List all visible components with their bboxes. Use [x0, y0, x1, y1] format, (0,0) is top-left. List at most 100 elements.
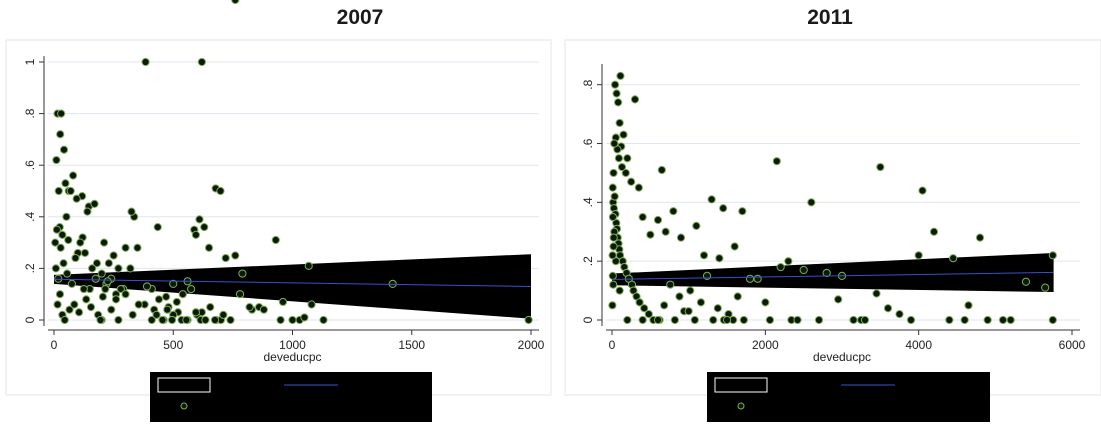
y-tick-label-2007: 0	[23, 316, 37, 323]
data-point-2011	[960, 315, 969, 325]
data-point-2011	[675, 292, 684, 301]
data-point-2007	[288, 315, 297, 325]
data-point-2007	[121, 243, 130, 252]
data-point-2007	[219, 310, 228, 319]
data-point-2007	[52, 155, 61, 165]
data-point-2007	[91, 274, 100, 283]
data-point-2007	[226, 315, 235, 325]
data-point-2011	[686, 286, 695, 295]
data-point-2011	[609, 242, 618, 251]
data-point-2007	[152, 310, 161, 319]
data-point-2007	[300, 313, 309, 322]
data-point-2011	[709, 315, 718, 325]
data-point-2007	[182, 315, 191, 325]
data-point-2007	[141, 57, 150, 67]
data-point-2011	[610, 192, 619, 201]
data-point-2011	[929, 227, 939, 236]
data-point-2011	[964, 301, 973, 310]
data-point-2007	[195, 215, 204, 224]
x-axis-label-2007: deveducpc	[263, 350, 321, 364]
data-point-2011	[776, 262, 785, 272]
data-point-2007	[71, 253, 80, 263]
data-point-2011	[1006, 315, 1015, 325]
x-tick-label-2007: 500	[163, 338, 183, 352]
data-point-2011	[619, 130, 628, 139]
data-point-2007	[61, 179, 70, 188]
data-point-2011	[918, 186, 927, 195]
data-point-2007	[83, 207, 92, 216]
data-point-2007	[97, 269, 106, 278]
data-point-2011	[627, 177, 636, 186]
data-point-2011	[644, 310, 653, 319]
data-point-2011	[753, 274, 762, 283]
data-point-2007	[307, 300, 316, 309]
chart-title-2011: 2011	[807, 6, 853, 29]
data-point-2007	[86, 303, 96, 312]
data-point-2007	[524, 315, 533, 325]
data-point-2011	[1041, 283, 1050, 292]
data-point-2011	[630, 95, 640, 104]
data-point-2007	[245, 303, 254, 312]
data-point-2011	[646, 230, 655, 239]
chart-frame-2007	[5, 39, 552, 396]
data-point-2007	[92, 259, 102, 268]
confidence-band-2007	[54, 254, 531, 319]
y-tick-label-2011: 0	[581, 316, 595, 323]
data-point-2011	[612, 89, 621, 98]
data-point-2007	[68, 171, 78, 180]
data-point-2011	[715, 254, 724, 263]
y-tick-label-2007: .4	[23, 211, 37, 221]
data-point-2011	[623, 154, 632, 163]
data-point-2011	[614, 98, 623, 107]
data-point-2011	[609, 168, 618, 178]
data-point-2011	[793, 315, 802, 325]
data-point-2007	[114, 264, 123, 273]
data-point-2011	[608, 183, 617, 192]
data-point-2011	[661, 227, 670, 236]
x-tick-label-2007: 0	[51, 338, 58, 352]
data-point-2011	[860, 315, 870, 325]
data-point-2011	[609, 233, 618, 242]
data-point-2007	[58, 230, 67, 239]
data-point-2007	[72, 194, 81, 203]
legend-2007	[150, 372, 432, 422]
data-point-2011	[849, 315, 858, 325]
data-point-2007	[53, 300, 62, 309]
data-point-2011	[807, 198, 816, 207]
y-tick-label-2007: 1	[23, 58, 37, 65]
data-point-2011	[615, 118, 624, 128]
data-point-2011	[949, 254, 958, 263]
data-point-2007	[134, 300, 143, 309]
data-point-2011	[765, 315, 775, 325]
x-tick-label-2011: 6000	[1059, 338, 1086, 352]
data-point-2007	[109, 251, 118, 260]
legend-ci-swatch-2011	[714, 377, 768, 393]
data-point-2007	[191, 308, 201, 317]
data-point-2007	[104, 259, 113, 268]
data-point-2011	[983, 315, 992, 325]
data-point-2007	[60, 315, 69, 325]
data-point-2007	[51, 238, 60, 247]
data-point-2007	[101, 284, 110, 294]
data-point-2011	[784, 257, 793, 266]
data-point-2007	[98, 292, 107, 301]
data-point-2007	[70, 300, 79, 309]
data-point-2007	[276, 315, 285, 325]
data-point-2011	[676, 233, 686, 242]
data-point-2007	[88, 264, 97, 273]
data-point-2011	[834, 295, 843, 304]
data-point-2007	[52, 225, 61, 234]
data-point-2007	[59, 259, 68, 268]
data-point-2007	[126, 264, 135, 273]
data-point-2011	[670, 315, 679, 325]
data-point-2011	[906, 315, 916, 325]
data-point-2007	[74, 308, 84, 317]
data-point-2007	[67, 279, 76, 288]
data-point-2007	[128, 310, 137, 319]
chart-title-2007: 2007	[336, 6, 384, 29]
data-point-2007	[231, 0, 240, 5]
data-point-2011	[635, 298, 644, 307]
data-point-2011	[608, 212, 618, 222]
data-point-2007	[154, 295, 164, 304]
